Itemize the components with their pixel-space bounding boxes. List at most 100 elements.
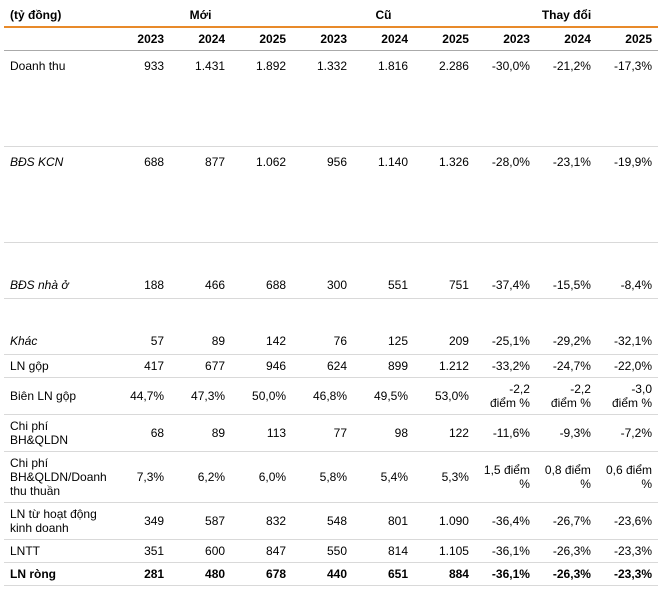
cell: 5,4%	[353, 452, 414, 503]
cell: 550	[292, 540, 353, 563]
cell: 77	[292, 415, 353, 452]
cell: 688	[109, 147, 170, 243]
cell: 884	[414, 563, 475, 586]
group-header: Cũ	[292, 4, 475, 27]
row-label: Chi phí BH&QLDN/Doanh thu thuần	[4, 452, 109, 503]
cell: 624	[292, 355, 353, 378]
row-label: LNTT	[4, 540, 109, 563]
cell: -26,3%	[536, 563, 597, 586]
cell: 466	[170, 243, 231, 299]
financial-table: (tỷ đồng) Mới Cũ Thay đổi 2023 2024 2025…	[4, 4, 658, 586]
row-label: LN từ hoạt động kinh doanh	[4, 503, 109, 540]
cell: 688	[231, 243, 292, 299]
year-header: 2024	[536, 27, 597, 51]
cell: -36,4%	[475, 503, 536, 540]
cell: -24,7%	[536, 355, 597, 378]
cell: 351	[109, 540, 170, 563]
cell: 113	[231, 415, 292, 452]
row-label: Chi phí BH&QLDN	[4, 415, 109, 452]
table-row: BĐS KCN6888771.0629561.1401.326-28,0%-23…	[4, 147, 658, 243]
cell: 956	[292, 147, 353, 243]
cell: 6,2%	[170, 452, 231, 503]
cell: 76	[292, 299, 353, 355]
year-header: 2023	[109, 27, 170, 51]
cell: 946	[231, 355, 292, 378]
cell: 548	[292, 503, 353, 540]
cell: 1.140	[353, 147, 414, 243]
cell: 188	[109, 243, 170, 299]
cell: 1.105	[414, 540, 475, 563]
cell: -21,2%	[536, 51, 597, 147]
cell: -23,6%	[597, 503, 658, 540]
cell: 877	[170, 147, 231, 243]
cell: 847	[231, 540, 292, 563]
group-header: Mới	[109, 4, 292, 27]
cell: -11,6%	[475, 415, 536, 452]
cell: -25,1%	[475, 299, 536, 355]
cell: -19,9%	[597, 147, 658, 243]
cell: 89	[170, 299, 231, 355]
table-row: LN từ hoạt động kinh doanh34958783254880…	[4, 503, 658, 540]
table-row: Biên LN gộp44,7%47,3%50,0%46,8%49,5%53,0…	[4, 378, 658, 415]
cell: 46,8%	[292, 378, 353, 415]
cell: -26,3%	[536, 540, 597, 563]
cell: 933	[109, 51, 170, 147]
cell: 417	[109, 355, 170, 378]
cell: 677	[170, 355, 231, 378]
table-row: Khác578914276125209-25,1%-29,2%-32,1%	[4, 299, 658, 355]
cell: 47,3%	[170, 378, 231, 415]
row-label: BĐS nhà ở	[4, 243, 109, 299]
cell: -17,3%	[597, 51, 658, 147]
cell: 89	[170, 415, 231, 452]
table-row: Chi phí BH&QLDN68891137798122-11,6%-9,3%…	[4, 415, 658, 452]
cell: 2.286	[414, 51, 475, 147]
cell: 98	[353, 415, 414, 452]
year-header: 2025	[597, 27, 658, 51]
cell: 1,5 điểm %	[475, 452, 536, 503]
cell: -37,4%	[475, 243, 536, 299]
cell: -33,2%	[475, 355, 536, 378]
cell: 125	[353, 299, 414, 355]
cell: -23,3%	[597, 563, 658, 586]
row-label: Khác	[4, 299, 109, 355]
cell: 1.062	[231, 147, 292, 243]
table-row: LN gộp4176779466248991.212-33,2%-24,7%-2…	[4, 355, 658, 378]
row-label: BĐS KCN	[4, 147, 109, 243]
cell: -23,3%	[597, 540, 658, 563]
table-body: Doanh thu9331.4311.8921.3321.8162.286-30…	[4, 51, 658, 586]
cell: -7,2%	[597, 415, 658, 452]
row-label: LN gộp	[4, 355, 109, 378]
cell: -22,0%	[597, 355, 658, 378]
cell: 49,5%	[353, 378, 414, 415]
year-header: 2024	[353, 27, 414, 51]
row-label: Doanh thu	[4, 51, 109, 147]
cell: -26,7%	[536, 503, 597, 540]
row-label: LN ròng	[4, 563, 109, 586]
cell: -2,2 điểm %	[536, 378, 597, 415]
year-header: 2024	[170, 27, 231, 51]
cell: 0,6 điểm %	[597, 452, 658, 503]
table-row: LN ròng281480678440651884-36,1%-26,3%-23…	[4, 563, 658, 586]
cell: 551	[353, 243, 414, 299]
table-group-header: (tỷ đồng) Mới Cũ Thay đổi	[4, 4, 658, 27]
cell: -30,0%	[475, 51, 536, 147]
cell: 801	[353, 503, 414, 540]
cell: 53,0%	[414, 378, 475, 415]
year-header: 2025	[414, 27, 475, 51]
cell: 751	[414, 243, 475, 299]
table-row: BĐS nhà ở188466688300551751-37,4%-15,5%-…	[4, 243, 658, 299]
cell: -3,0 điểm %	[597, 378, 658, 415]
table-row: Chi phí BH&QLDN/Doanh thu thuần7,3%6,2%6…	[4, 452, 658, 503]
cell: 68	[109, 415, 170, 452]
cell: -36,1%	[475, 563, 536, 586]
cell: 600	[170, 540, 231, 563]
table-year-header: 2023 2024 2025 2023 2024 2025 2023 2024 …	[4, 27, 658, 51]
cell: 5,8%	[292, 452, 353, 503]
cell: -32,1%	[597, 299, 658, 355]
cell: 678	[231, 563, 292, 586]
year-header: 2023	[292, 27, 353, 51]
cell: 50,0%	[231, 378, 292, 415]
cell: 1.326	[414, 147, 475, 243]
cell: 651	[353, 563, 414, 586]
cell: 142	[231, 299, 292, 355]
